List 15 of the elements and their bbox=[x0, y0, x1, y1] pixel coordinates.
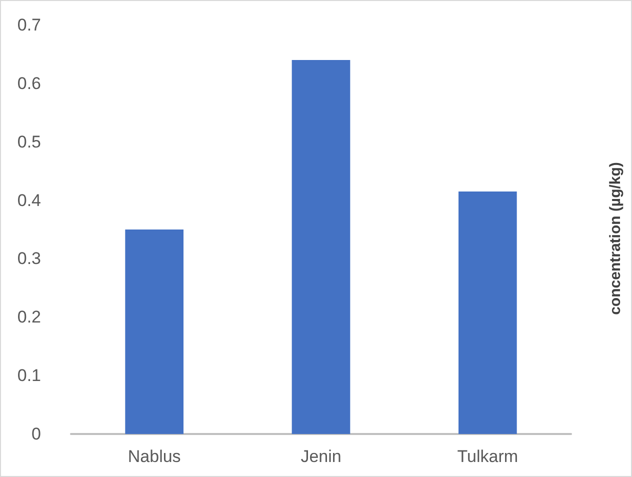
y-tick-label: 0.5 bbox=[17, 132, 41, 152]
y-tick-label: 0.2 bbox=[17, 308, 41, 327]
y-tick-label: 0 bbox=[32, 424, 41, 444]
y-tick-label: 0.3 bbox=[17, 249, 41, 268]
x-tick-label: Tulkarm bbox=[457, 447, 518, 466]
y-tick-label: 0.7 bbox=[17, 16, 41, 34]
x-tick-label: Nablus bbox=[128, 447, 181, 466]
y-tick-label: 0.6 bbox=[17, 74, 41, 93]
y-axis-title: concentration (µg/kg) bbox=[607, 162, 624, 315]
bar bbox=[125, 230, 184, 434]
y-tick-label: 0.1 bbox=[17, 366, 41, 386]
bar bbox=[292, 60, 350, 434]
bar bbox=[458, 192, 517, 434]
x-tick-label: Jenin bbox=[300, 447, 342, 466]
y-tick-label: 0.4 bbox=[17, 190, 41, 210]
